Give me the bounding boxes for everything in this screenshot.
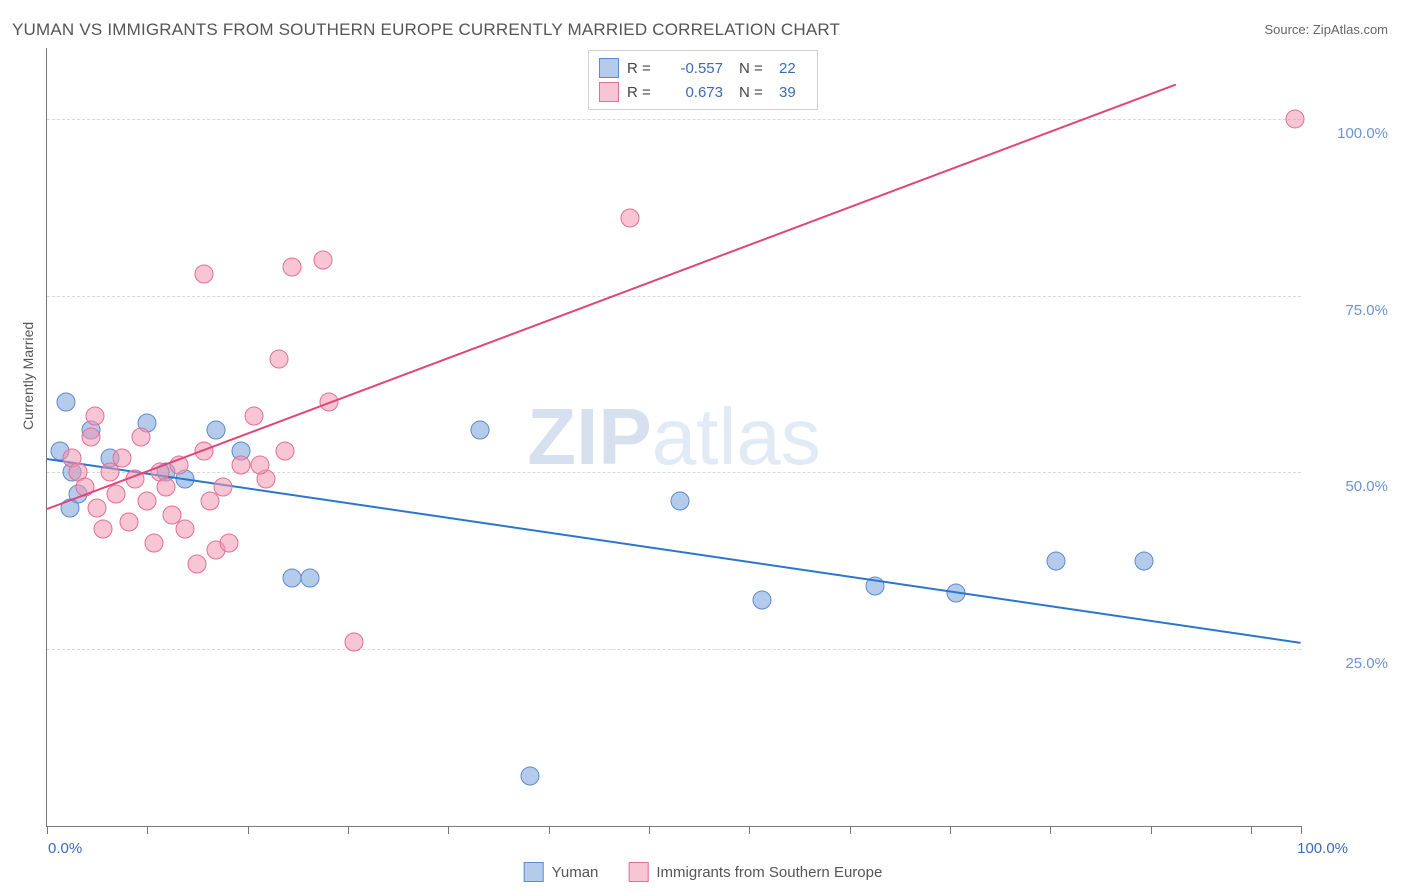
scatter-point [113, 449, 132, 468]
watermark-bold: ZIP [527, 392, 651, 481]
scatter-point [175, 519, 194, 538]
scatter-point [81, 428, 100, 447]
scatter-point [313, 251, 332, 270]
scatter-point [1135, 551, 1154, 570]
legend-item: Immigrants from Southern Europe [628, 862, 882, 882]
legend-label: Yuman [552, 864, 599, 881]
legend-swatch [628, 862, 648, 882]
plot-area: ZIPatlas [46, 48, 1301, 827]
legend-swatch [524, 862, 544, 882]
scatter-point [56, 392, 75, 411]
gridline [47, 296, 1301, 297]
n-value: 39 [779, 84, 807, 101]
scatter-point [94, 519, 113, 538]
n-label: N = [739, 60, 771, 77]
x-tick [649, 826, 650, 834]
scatter-point [213, 477, 232, 496]
scatter-point [119, 512, 138, 531]
stats-row: R = -0.557 N = 22 [599, 56, 807, 80]
r-label: R = [627, 84, 655, 101]
x-tick [850, 826, 851, 834]
scatter-point [207, 420, 226, 439]
chart-container: YUMAN VS IMMIGRANTS FROM SOUTHERN EUROPE… [0, 0, 1406, 892]
r-value: -0.557 [663, 60, 723, 77]
scatter-point [520, 767, 539, 786]
y-tick-label: 75.0% [1345, 302, 1388, 319]
scatter-point [282, 569, 301, 588]
y-axis-label: Currently Married [20, 322, 36, 430]
scatter-point [194, 265, 213, 284]
n-label: N = [739, 84, 771, 101]
watermark-rest: atlas [652, 392, 821, 481]
scatter-point [144, 534, 163, 553]
scatter-point [621, 208, 640, 227]
scatter-point [282, 258, 301, 277]
watermark: ZIPatlas [527, 391, 820, 483]
scatter-point [276, 442, 295, 461]
x-tick [950, 826, 951, 834]
y-tick-label: 25.0% [1345, 655, 1388, 672]
r-value: 0.673 [663, 84, 723, 101]
scatter-point [1285, 109, 1304, 128]
r-label: R = [627, 60, 655, 77]
gridline [47, 119, 1301, 120]
x-tick [1301, 826, 1302, 834]
scatter-point [752, 590, 771, 609]
stats-box: R = -0.557 N = 22 R = 0.673 N = 39 [588, 50, 818, 110]
scatter-point [1047, 551, 1066, 570]
scatter-point [85, 406, 104, 425]
legend-label: Immigrants from Southern Europe [656, 864, 882, 881]
y-tick-label: 100.0% [1337, 125, 1388, 142]
scatter-point [188, 555, 207, 574]
x-tick [348, 826, 349, 834]
y-tick-label: 50.0% [1345, 478, 1388, 495]
scatter-point [132, 428, 151, 447]
x-tick [549, 826, 550, 834]
scatter-point [106, 484, 125, 503]
x-tick [47, 826, 48, 834]
scatter-point [671, 491, 690, 510]
scatter-point [232, 456, 251, 475]
trend-line [47, 458, 1301, 644]
x-tick [448, 826, 449, 834]
scatter-point [88, 498, 107, 517]
n-value: 22 [779, 60, 807, 77]
scatter-point [138, 491, 157, 510]
scatter-point [345, 633, 364, 652]
x-tick [1050, 826, 1051, 834]
scatter-point [244, 406, 263, 425]
x-tick [749, 826, 750, 834]
scatter-point [301, 569, 320, 588]
scatter-point [269, 350, 288, 369]
scatter-point [470, 420, 489, 439]
scatter-point [157, 477, 176, 496]
x-tick [1151, 826, 1152, 834]
bottom-legend: Yuman Immigrants from Southern Europe [524, 862, 883, 882]
gridline [47, 649, 1301, 650]
scatter-point [251, 456, 270, 475]
x-tick [248, 826, 249, 834]
x-axis-start-label: 0.0% [48, 840, 82, 857]
x-axis-end-label: 100.0% [1297, 840, 1348, 857]
legend-swatch [599, 82, 619, 102]
chart-title: YUMAN VS IMMIGRANTS FROM SOUTHERN EUROPE… [12, 20, 840, 40]
legend-swatch [599, 58, 619, 78]
source-label: Source: ZipAtlas.com [1264, 22, 1388, 37]
x-tick [147, 826, 148, 834]
legend-item: Yuman [524, 862, 599, 882]
stats-row: R = 0.673 N = 39 [599, 80, 807, 104]
scatter-point [219, 534, 238, 553]
x-tick [1251, 826, 1252, 834]
